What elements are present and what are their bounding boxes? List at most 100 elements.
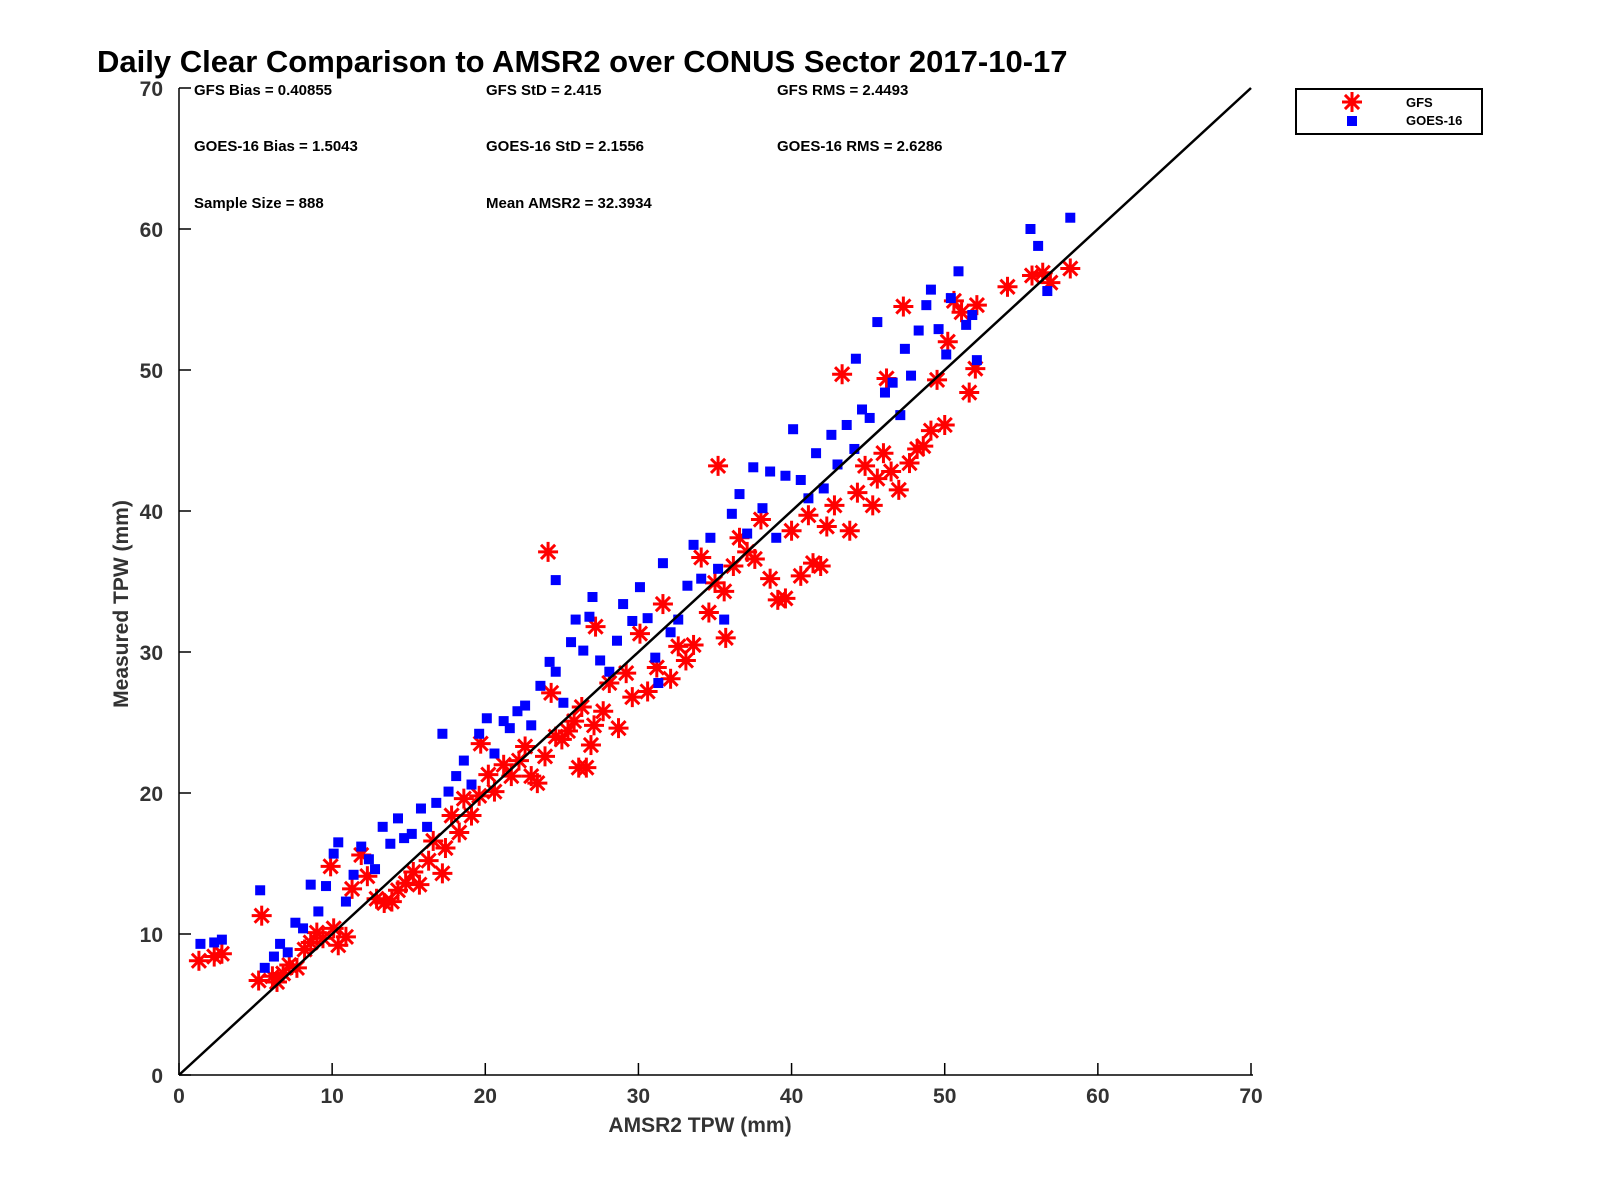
chart-title: Daily Clear Comparison to AMSR2 over CON… [97,44,1068,79]
goes16-point [713,563,724,574]
gfs-point [714,581,735,602]
goes16-point [765,466,776,477]
goes16-point [913,325,924,336]
gfs-point [997,276,1018,297]
goes16-point [348,869,359,880]
gfs-point [637,681,658,702]
goes16-point [550,575,561,586]
gfs-point [395,873,416,894]
goes16-point [945,293,956,304]
goes16-point [887,377,898,388]
gfs-point [675,650,696,671]
gfs-point [934,414,955,435]
gfs-point [881,461,902,482]
y-tick-label: 0 [151,1065,163,1088]
goes16-point [566,637,577,648]
goes16-point [333,837,344,848]
gfs-point [629,623,650,644]
goes16-point [742,528,753,539]
goes16-point [933,324,944,335]
goes16-point [826,429,837,440]
gfs-point [760,568,781,589]
gfs-point [893,296,914,317]
goes16-point [587,592,598,603]
gfs-point [927,369,948,390]
goes16-point [857,404,868,415]
goes16-point [906,370,917,381]
gfs-point [478,764,499,785]
goes16-point [504,723,515,734]
goes16-point [832,459,843,470]
goes16-point [431,797,442,808]
goes16-point [458,755,469,766]
gfs-rms-annotation: GFS RMS = 2.4493 [777,82,908,99]
gfs-point [867,468,888,489]
gfs-point [660,668,681,689]
goes16-point [953,266,964,277]
gfs-point [832,364,853,385]
goes16-point [363,854,374,865]
goes16-point [850,353,861,364]
gfs-std-annotation: GFS StD = 2.415 [486,82,601,99]
goes16-point [879,387,890,398]
gfs-point [715,627,736,648]
goes16-point [385,838,396,849]
goes16-point [498,716,509,727]
gfs-point [461,805,482,826]
gfs-point [683,634,704,655]
goes16-point [841,419,852,430]
gfs-point [248,970,269,991]
goes16-point [705,532,716,543]
goes16-point [650,652,661,663]
gfs-point [744,548,765,569]
goes16-point [216,934,227,945]
gfs-point [790,565,811,586]
goes16-point [895,410,906,421]
gfs-point [335,926,356,947]
mean-amsr2-annotation: Mean AMSR2 = 32.3934 [486,195,652,212]
goes16-point [584,611,595,622]
goes16-point [481,713,492,724]
gfs-point [585,616,606,637]
y-axis-label: Measured TPW (mm) [110,500,133,708]
goes16-point [864,412,875,423]
gfs-point [1060,258,1081,279]
goes16-point [1025,224,1036,234]
x-tick-label: 50 [933,1085,956,1108]
goes16-point [290,917,301,928]
legend-goes16-label: GOES-16 [1406,113,1462,128]
legend-box [1295,88,1483,135]
gfs-point [781,520,802,541]
y-tick-label: 10 [140,924,163,947]
goes16-point [1042,286,1053,297]
goes16-point [657,558,668,569]
data-points-layer [188,212,1081,992]
gfs-point [515,736,536,757]
goes16-point [1033,240,1044,251]
goes16-point [734,489,745,500]
goes16-point [634,582,645,593]
goes16-point [259,962,270,973]
gfs-point [593,701,614,722]
gfs-point [862,495,883,516]
goes16-point [298,923,309,934]
legend-goes16-square-icon [1347,116,1357,126]
goes16-point [406,828,417,839]
goes16-point [921,300,932,311]
goes16-point [811,448,822,459]
goes16-point [803,493,814,504]
y-tick-label: 50 [140,360,163,383]
goes16-point [544,656,555,667]
goes16-point [642,613,653,624]
gfs-point [913,436,934,457]
gfs-point [576,757,597,778]
gfs-point [541,682,562,703]
gfs-point [571,696,592,717]
x-axis-label: AMSR2 TPW (mm) [608,1114,791,1137]
gfs-point [616,663,637,684]
gfs-point [188,950,209,971]
goes16-point [535,680,546,691]
gfs-point [810,555,831,576]
gfs-point [622,687,643,708]
